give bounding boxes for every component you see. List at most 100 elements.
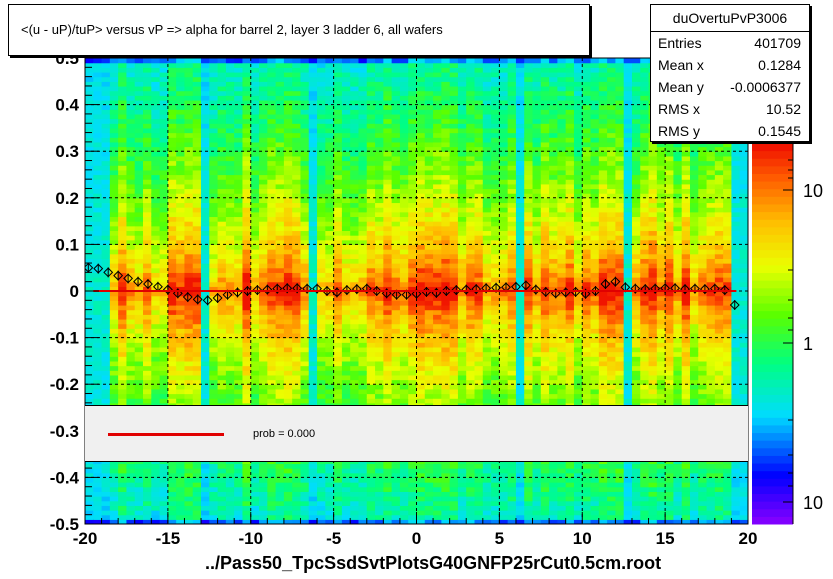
heatmap-cell [325,146,335,152]
heatmap-cell [358,304,368,311]
heatmap-cell [143,174,152,180]
heatmap-cell [217,342,227,348]
heatmap-cell [242,472,252,478]
heatmap-cell [118,95,128,101]
heatmap-cell [151,356,161,362]
heatmap-cell [143,132,152,138]
heatmap-cell [308,85,318,92]
heatmap-cell [184,384,194,390]
heatmap-cell [300,123,310,129]
heatmap-cell [118,486,128,492]
heatmap-cell [441,328,451,334]
heatmap-cell [134,202,144,208]
heatmap-cell [391,346,401,353]
heatmap-cell [267,514,277,520]
heatmap-cell [101,384,111,390]
heatmap-cell [482,374,492,381]
heatmap-cell [325,258,335,264]
heatmap-cell [159,388,169,395]
heatmap-cell [209,137,219,143]
heatmap-cell [358,90,368,96]
heatmap-cell [225,468,235,474]
heatmap-cell [134,221,144,227]
heatmap-cell [192,295,202,301]
heatmap-cell [325,323,335,329]
heatmap-cell [466,309,476,315]
heatmap-cell [383,365,393,371]
heatmap-cell [325,95,335,101]
heatmap-cell [325,221,335,227]
heatmap-cell [259,496,268,502]
heatmap-cell [143,342,152,348]
heatmap-cell [325,332,335,339]
heatmap-cell [441,356,451,362]
heatmap-cell [143,496,152,502]
heatmap-cell [259,225,268,232]
heatmap-cell [300,337,310,343]
heatmap-cell [399,211,409,218]
heatmap-cell [383,202,393,208]
heatmap-cell [225,104,235,110]
heatmap-cell [474,183,484,190]
heatmap-cell [126,193,136,199]
heatmap-cell [93,118,103,124]
heatmap-cell [167,99,177,106]
heatmap-cell [341,239,351,245]
heatmap-cell [250,113,260,120]
heatmap-cell [159,249,169,255]
heatmap-cell [159,118,169,124]
heatmap-cell [143,491,152,497]
heatmap-cell [275,374,285,381]
heatmap-cell [325,277,335,283]
heatmap-cell [457,132,467,138]
heatmap-cell [126,491,136,497]
heatmap-cell [424,216,434,222]
heatmap-cell [408,393,418,399]
heatmap-cell [250,500,260,506]
heatmap-cell [234,81,244,87]
heatmap-cell [85,211,94,218]
heatmap-cell [151,244,161,250]
heatmap-cell [242,496,252,502]
heatmap-cell [167,71,177,78]
heatmap-cell [151,193,161,199]
heatmap-cell [209,519,219,524]
heatmap-cell [134,127,144,134]
heatmap-cell [317,304,326,311]
heatmap-cell [217,71,227,78]
heatmap-cell [250,323,260,329]
heatmap-cell [308,76,318,82]
heatmap-cell [259,202,268,208]
heatmap-cell [325,496,335,502]
heatmap-cell [159,253,169,259]
heatmap-cell [408,160,418,166]
heatmap-cell [408,500,418,506]
heatmap-cell [234,351,244,357]
heatmap-cell [209,165,219,171]
heatmap-cell [466,235,476,241]
heatmap-cell [159,398,169,404]
heatmap-cell [457,221,467,227]
heatmap-cell [201,118,210,124]
heatmap-cell [192,379,202,385]
heatmap-cell [250,183,260,190]
heatmap-cell [250,244,260,250]
heatmap-cell [242,514,252,520]
heatmap-cell [118,132,128,138]
heatmap-cell [300,379,310,385]
heatmap-cell [242,463,252,469]
heatmap-cell [383,58,393,64]
heatmap-cell [350,295,360,301]
heatmap-cell [159,95,169,101]
heatmap-cell [101,496,111,502]
heatmap-cell [192,71,202,78]
heatmap-cell [126,197,136,204]
heatmap-cell [109,71,119,78]
heatmap-cell [317,244,326,250]
heatmap-cell [234,468,244,474]
heatmap-cell [118,90,128,96]
heatmap-cell [134,374,144,381]
heatmap-cell [134,169,144,176]
heatmap-cell [491,304,500,311]
heatmap-cell [118,514,128,520]
